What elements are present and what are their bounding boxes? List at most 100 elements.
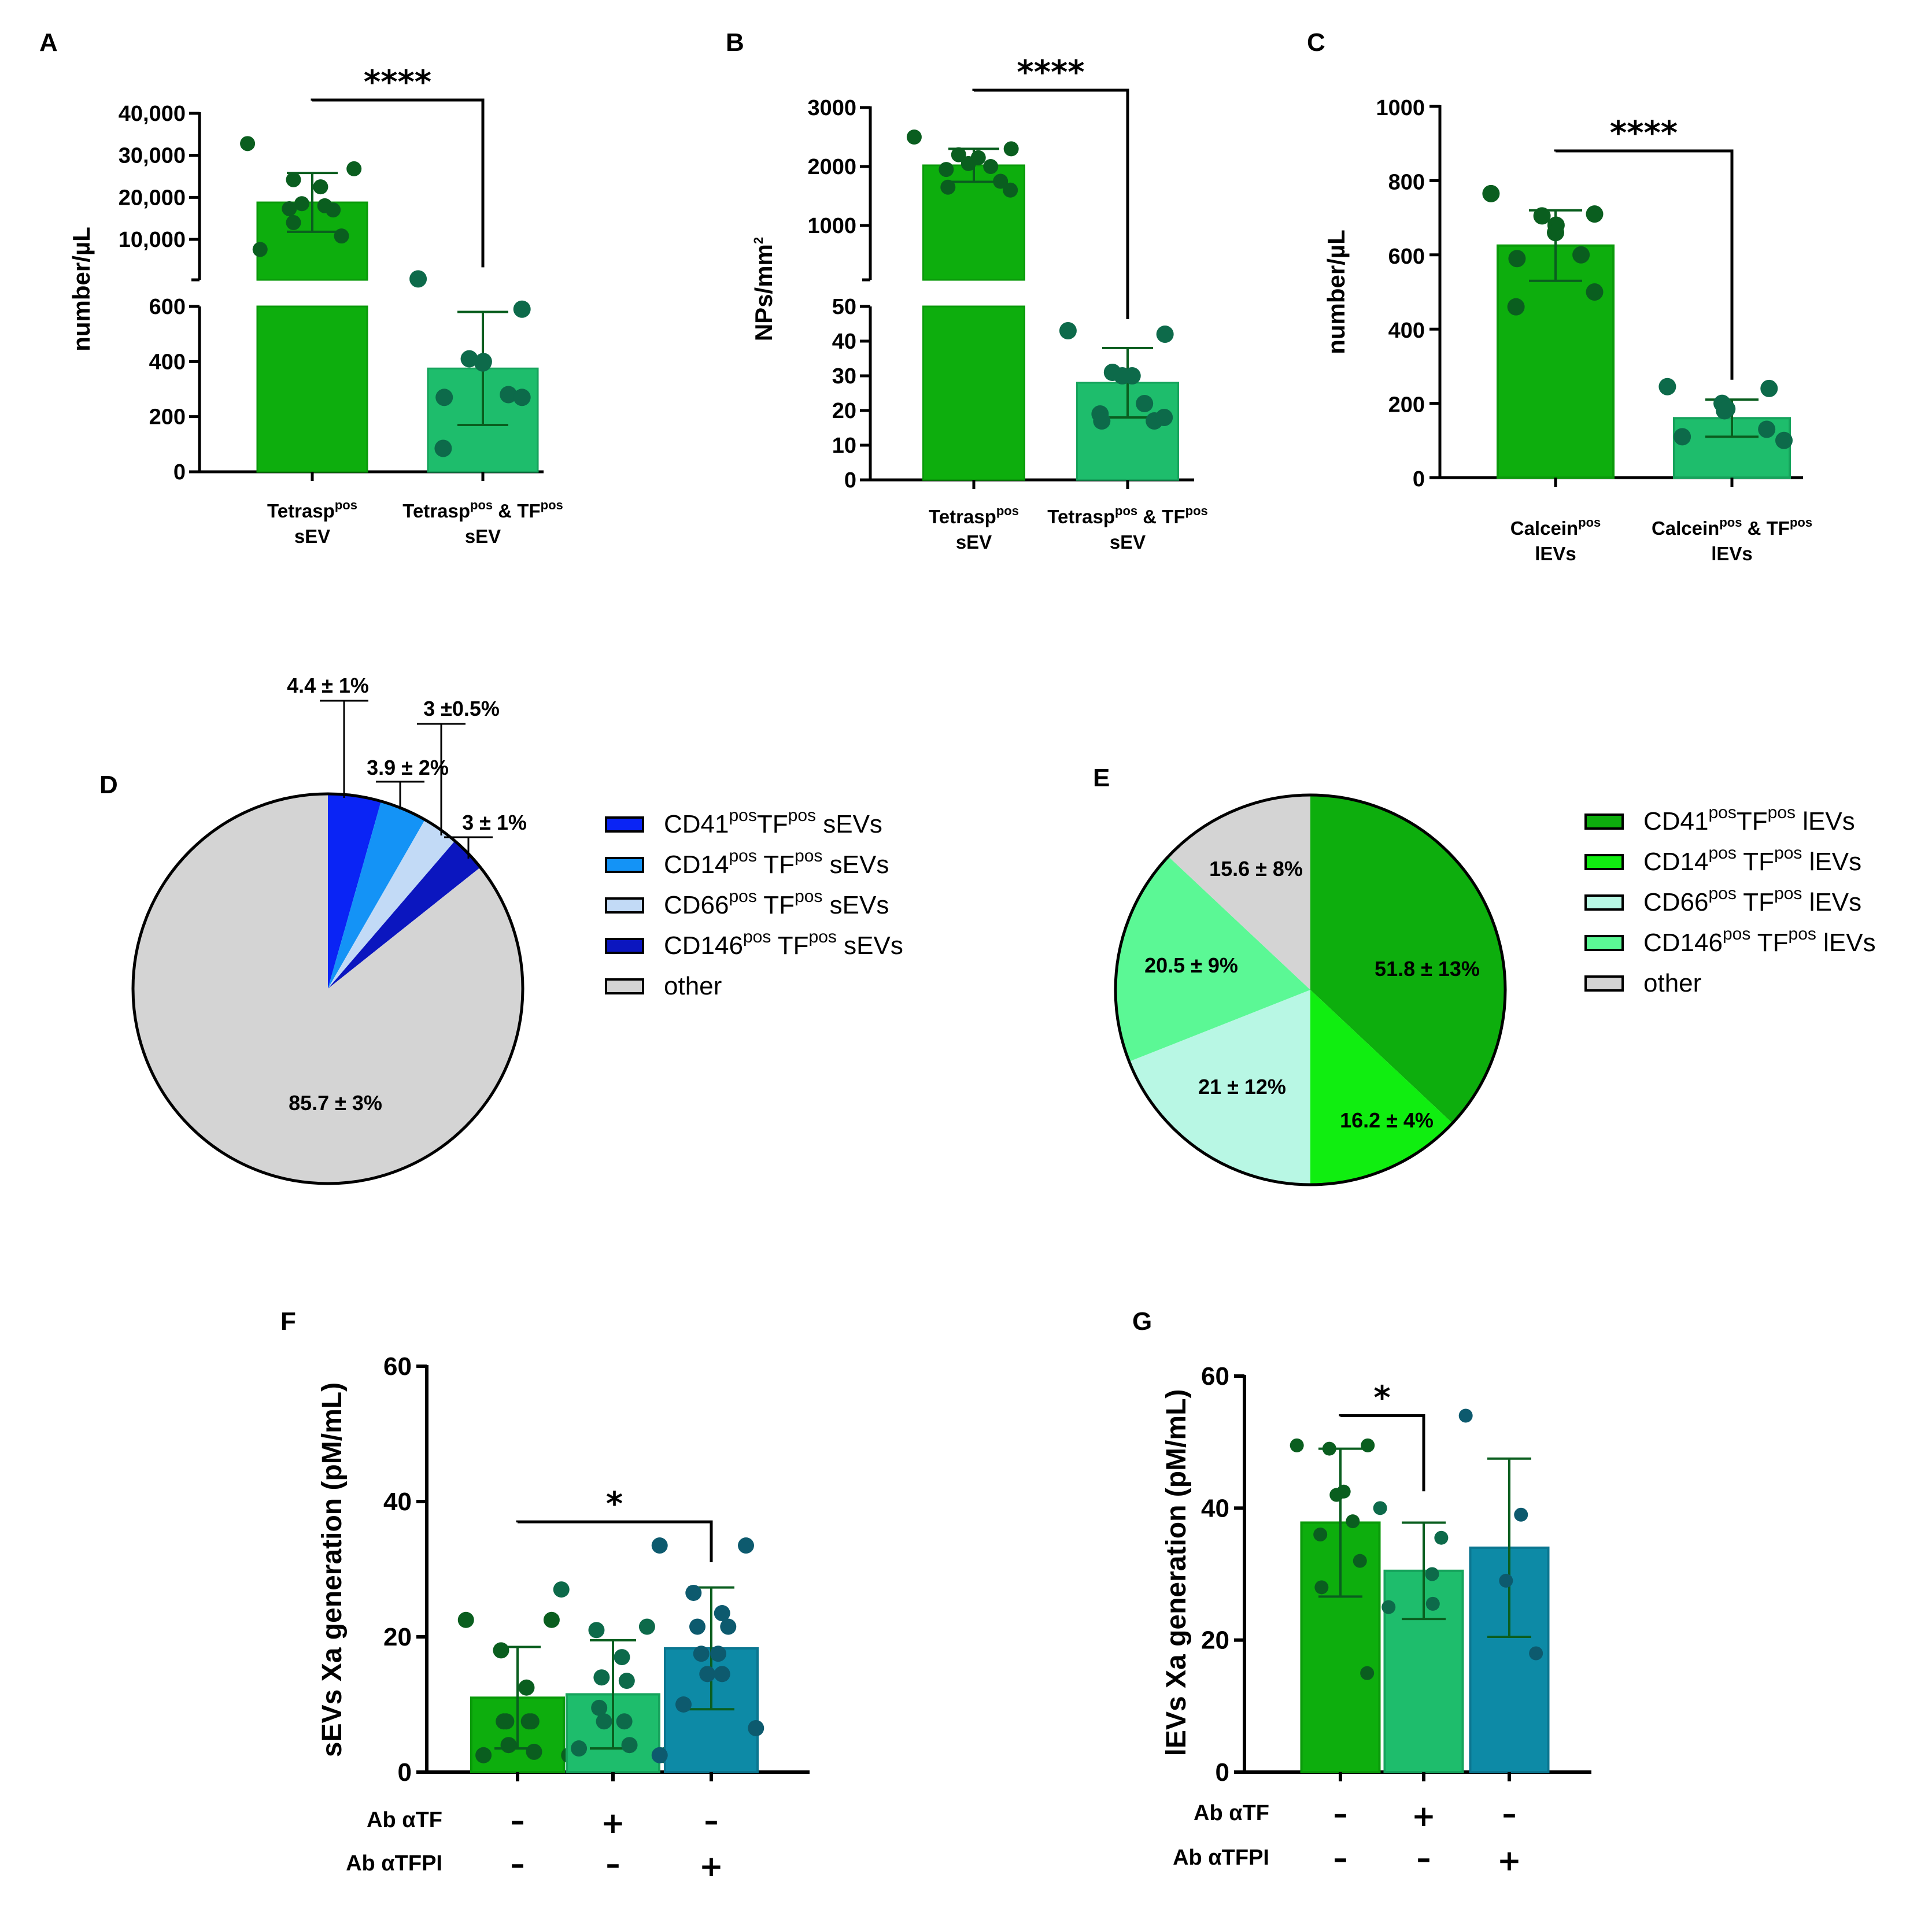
chart-F-bracket xyxy=(516,1520,713,1562)
legend-swatch-3 xyxy=(605,897,644,914)
bar-3-point xyxy=(651,1537,668,1554)
bar-2-point xyxy=(1760,379,1778,397)
y-axis-label: lEVs Xa generation (pM/mL) xyxy=(1161,1389,1192,1757)
bar-3-point xyxy=(720,1618,737,1635)
bar-1-point xyxy=(951,147,966,162)
bar-1-point xyxy=(1547,224,1564,242)
bar-3-point xyxy=(1499,1573,1513,1588)
bar-1-point xyxy=(961,156,976,171)
bar-2-point xyxy=(1113,367,1131,384)
bar-3-point xyxy=(1458,1408,1473,1423)
legend-swatch-4 xyxy=(1584,935,1624,951)
bar-1-point xyxy=(1482,184,1500,202)
y-tick-label: 50 xyxy=(832,295,856,319)
bar-3-point xyxy=(675,1696,692,1713)
pie-slice-label-4: 20.5 ± 9% xyxy=(1144,953,1238,977)
bar-2-point xyxy=(618,1673,635,1689)
legend-label-5: other xyxy=(1643,969,1701,997)
bar-1-point xyxy=(493,1642,509,1659)
y-tick-label: 1000 xyxy=(807,214,856,238)
legend-label-5: other xyxy=(664,972,722,1000)
legend-label-2: CD14pos TFpos lEVs xyxy=(1643,844,1861,876)
bar-1-lower xyxy=(922,305,1025,481)
pie-slice-label-5: 85.7 ± 3% xyxy=(289,1091,382,1115)
chart-A-significance: **** xyxy=(364,64,431,101)
legend-label-1: CD41posTFpos lEVs xyxy=(1643,803,1855,835)
row-label-1: Ab αTF xyxy=(367,1808,442,1832)
bar-1-point xyxy=(939,162,954,178)
bar-2-point xyxy=(1373,1501,1387,1515)
bar-1-point xyxy=(294,196,309,212)
y-tick-label: 0 xyxy=(1216,1758,1229,1787)
pie-outline xyxy=(1114,793,1507,1186)
bar-2-point xyxy=(571,1740,588,1757)
bar-2-point xyxy=(1156,326,1174,343)
bar-1-point xyxy=(1003,141,1019,157)
y-tick-label: 10,000 xyxy=(119,228,186,252)
chart-B-bracket xyxy=(972,88,1129,319)
bar-2-point xyxy=(1136,395,1154,412)
y-tick-label: 600 xyxy=(1388,245,1425,269)
bar-2-point xyxy=(1425,1596,1440,1611)
bar-2-point xyxy=(513,300,531,318)
y-tick-label: 30 xyxy=(832,364,856,389)
y-tick-label: 60 xyxy=(383,1352,412,1381)
bar-2-point xyxy=(435,389,453,406)
row-label-1: Ab αTF xyxy=(1194,1801,1269,1825)
pie-slice-3 xyxy=(1129,990,1310,1185)
treatment-mark: – xyxy=(511,1804,525,1837)
chart-panel-b: 1000 2000 3000 0 10 20 30 40 50 NPs/mm2 **** Tetras… xyxy=(750,54,1208,553)
x-category-1: Calceinpos xyxy=(1510,515,1601,539)
bar-2-point xyxy=(588,1622,605,1639)
legend-label-4: CD146pos TFpos sEVs xyxy=(664,927,903,960)
y-tick-label: 400 xyxy=(149,350,186,374)
legend-label-3: CD66pos TFpos lEVs xyxy=(1643,884,1861,916)
panel-letter-a: A xyxy=(39,28,58,57)
bar-2-point xyxy=(1059,322,1077,339)
bar-3-point xyxy=(714,1605,730,1622)
bar-1-point xyxy=(520,1713,537,1730)
bar-1-point xyxy=(1586,283,1604,301)
x-category-1-line2: sEV xyxy=(956,531,992,553)
y-tick-label: 0 xyxy=(1413,467,1425,491)
x-category-2: Tetrasppos & TFpos xyxy=(402,498,563,522)
panel-letter-f: F xyxy=(280,1307,296,1336)
treatment-mark: – xyxy=(1502,1797,1517,1831)
treatment-mark: – xyxy=(1333,1797,1348,1831)
bar-2-point xyxy=(1434,1530,1449,1545)
bar-1-point xyxy=(1290,1438,1304,1452)
treatment-mark: + xyxy=(601,1806,625,1840)
bar-2-point xyxy=(409,270,427,288)
x-category-1-line2: lEVs xyxy=(1535,543,1576,564)
bar-1-point xyxy=(518,1679,535,1696)
treatment-mark: – xyxy=(704,1804,719,1837)
y-tick-label: 1000 xyxy=(1376,96,1425,120)
y-tick-label: 20 xyxy=(832,399,856,423)
bar-1-point xyxy=(334,228,349,244)
pie-slice-label-3: 3 ±0.5% xyxy=(423,697,500,720)
bar-1-point xyxy=(1361,1438,1375,1452)
legend-swatch-1 xyxy=(605,816,644,833)
x-category-2: Tetrasppos & TFpos xyxy=(1047,504,1208,527)
treatment-mark: – xyxy=(606,1847,620,1881)
pie-slice-label-3: 21 ± 12% xyxy=(1198,1075,1286,1099)
bar-2-point xyxy=(593,1669,610,1686)
bar-2-point xyxy=(616,1713,633,1730)
y-tick-label: 600 xyxy=(149,295,186,319)
bar-1-point xyxy=(1314,1580,1329,1595)
bar-1-point xyxy=(993,173,1009,189)
legend-swatch-5 xyxy=(1584,975,1624,992)
bar-2-point xyxy=(434,439,452,457)
chart-G-significance: * xyxy=(1373,1380,1390,1417)
bar-1-point xyxy=(1586,205,1604,223)
y-tick-label: 10 xyxy=(832,434,856,458)
chart-panel-c: 0 200 400 600 800 1000 number/µL **** Calceinpos… xyxy=(1323,96,1812,564)
row-label-2: Ab αTFPI xyxy=(1173,1846,1269,1870)
y-axis-label: number/µL xyxy=(1323,230,1350,354)
bar-2-point xyxy=(1758,420,1776,438)
pie-slice-4 xyxy=(1115,856,1310,1062)
treatment-mark: + xyxy=(699,1850,723,1883)
bar-3-point xyxy=(748,1720,764,1736)
legend-swatch-5 xyxy=(605,978,644,994)
